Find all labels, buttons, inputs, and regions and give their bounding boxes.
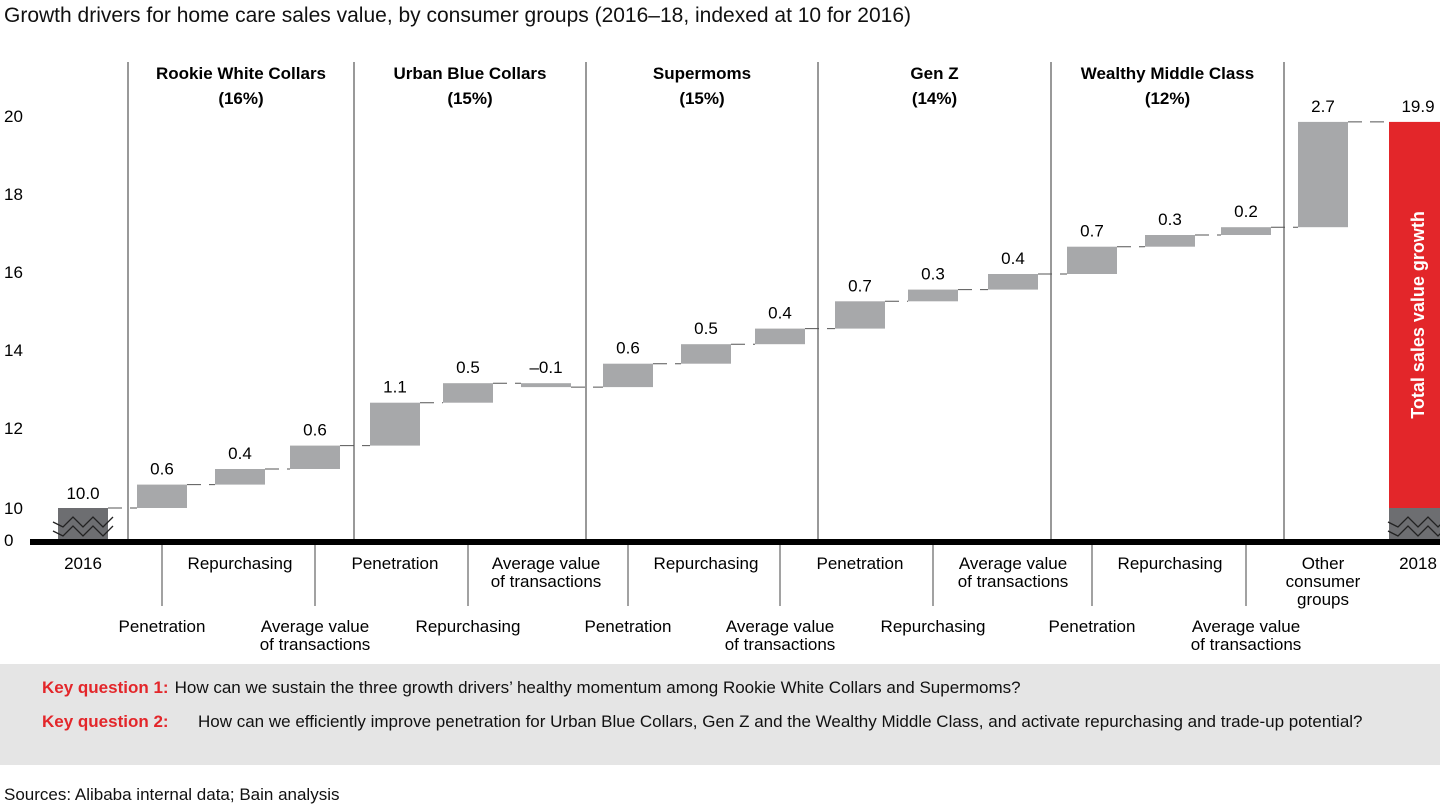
group-name: Supermoms [653,64,751,83]
axis-break-mark [1387,516,1440,528]
data-label: 10.0 [66,484,99,503]
bar-other-consumer-groups [1298,121,1348,228]
bar-penetration [137,484,187,508]
x-label: of transactions [958,572,1069,591]
data-label: 0.7 [1080,222,1104,241]
group-name: Rookie White Collars [156,64,326,83]
data-label: 0.3 [921,265,945,284]
x-label: Repurchasing [1118,554,1223,573]
group-share: (15%) [679,89,724,108]
waterfall-chart: 0 10 12 14 16 18 20 Rookie White Collars (16%) Ur… [4,62,1440,654]
bar-average-value-of-transactions [755,328,805,345]
y-tick-label: 20 [4,107,23,126]
data-label: 0.4 [228,444,252,463]
x-label: Average value [959,554,1067,573]
data-label: 0.6 [150,460,174,479]
key-question-label: Key question 1: [42,678,169,697]
x-label: groups [1297,590,1349,609]
x-label: Repurchasing [654,554,759,573]
bar-2018-base [1389,508,1440,542]
y-tick-label: 18 [4,185,23,204]
data-label: 0.3 [1158,210,1182,229]
bar-annotation: Total sales value growth [1408,211,1428,419]
x-label: of transactions [491,572,602,591]
data-label: 0.7 [848,276,872,295]
x-label: Penetration [817,554,904,573]
bar-penetration [603,363,653,388]
bar-repurchasing [908,289,958,302]
sources-note: Sources: Alibaba internal data; Bain ana… [4,785,340,804]
x-label: of transactions [260,635,371,654]
x-label: of transactions [1191,635,1302,654]
y-tick-label: 16 [4,263,23,282]
x-label: Repurchasing [188,554,293,573]
key-question-2: Key question 2: How can we efficiently im… [42,712,1412,732]
data-label: –0.1 [529,358,562,377]
group-share: (16%) [218,89,263,108]
bar-repurchasing [681,344,731,364]
key-question-label: Key question 2: [42,712,169,731]
x-label: Other [1302,554,1345,573]
group-share: (15%) [447,89,492,108]
x-label: Average value [261,617,369,636]
bar-penetration [370,402,420,446]
bar-average-value-of-transactions [1221,227,1271,235]
x-label: Penetration [352,554,439,573]
key-questions-box: Key question 1: How can we sustain the th… [0,664,1440,765]
bar-repurchasing [215,469,265,485]
group-share: (12%) [1145,89,1190,108]
bar-penetration [1067,246,1117,274]
x-label: Repurchasing [881,617,986,636]
x-axis-line [30,539,1440,545]
data-label: 0.2 [1234,202,1258,221]
group-name: Urban Blue Collars [393,64,546,83]
y-tick-label: 14 [4,341,23,360]
axis-break-mark [52,516,114,528]
data-label: 0.5 [456,358,480,377]
x-label: Repurchasing [416,617,521,636]
x-label: Penetration [585,617,672,636]
bar-repurchasing [443,383,493,403]
chart-title: Growth drivers for home care sales value… [4,4,911,27]
data-label: 2.7 [1311,97,1335,116]
y-tick-label: 0 [4,531,13,550]
axis-break-mark [1387,525,1440,537]
x-label: Average value [726,617,834,636]
data-label: 19.9 [1401,97,1434,116]
x-label: Penetration [1049,617,1136,636]
data-label: 0.6 [616,339,640,358]
bar-penetration [835,301,885,329]
x-label: Average value [492,554,600,573]
x-label: of transactions [725,635,836,654]
bar-2018-growth [1389,121,1440,509]
group-share: (14%) [912,89,957,108]
x-label: 2018 [1399,554,1437,573]
data-label: 0.6 [303,421,327,440]
x-label: 2016 [64,554,102,573]
bar-repurchasing [1145,235,1195,247]
bar-average-value-of-transactions [988,274,1038,290]
key-question-text: How can we efficiently improve penetrati… [198,712,1363,731]
y-tick-label: 10 [4,499,23,518]
x-label: Penetration [119,617,206,636]
data-label: 0.5 [694,319,718,338]
key-question-text: How can we sustain the three growth driv… [174,678,1021,697]
data-label: 0.4 [1001,249,1025,268]
x-label: Average value [1192,617,1300,636]
axis-break-mark [52,525,114,537]
data-label: 1.1 [383,378,407,397]
bar-average-value-of-transactions [521,383,571,388]
group-name: Gen Z [910,64,958,83]
y-tick-label: 12 [4,419,23,438]
x-label: consumer [1286,572,1361,591]
bar-average-value-of-transactions [290,445,340,469]
group-name: Wealthy Middle Class [1081,64,1255,83]
key-question-1: Key question 1: How can we sustain the th… [42,678,1412,698]
data-label: 0.4 [768,304,792,323]
